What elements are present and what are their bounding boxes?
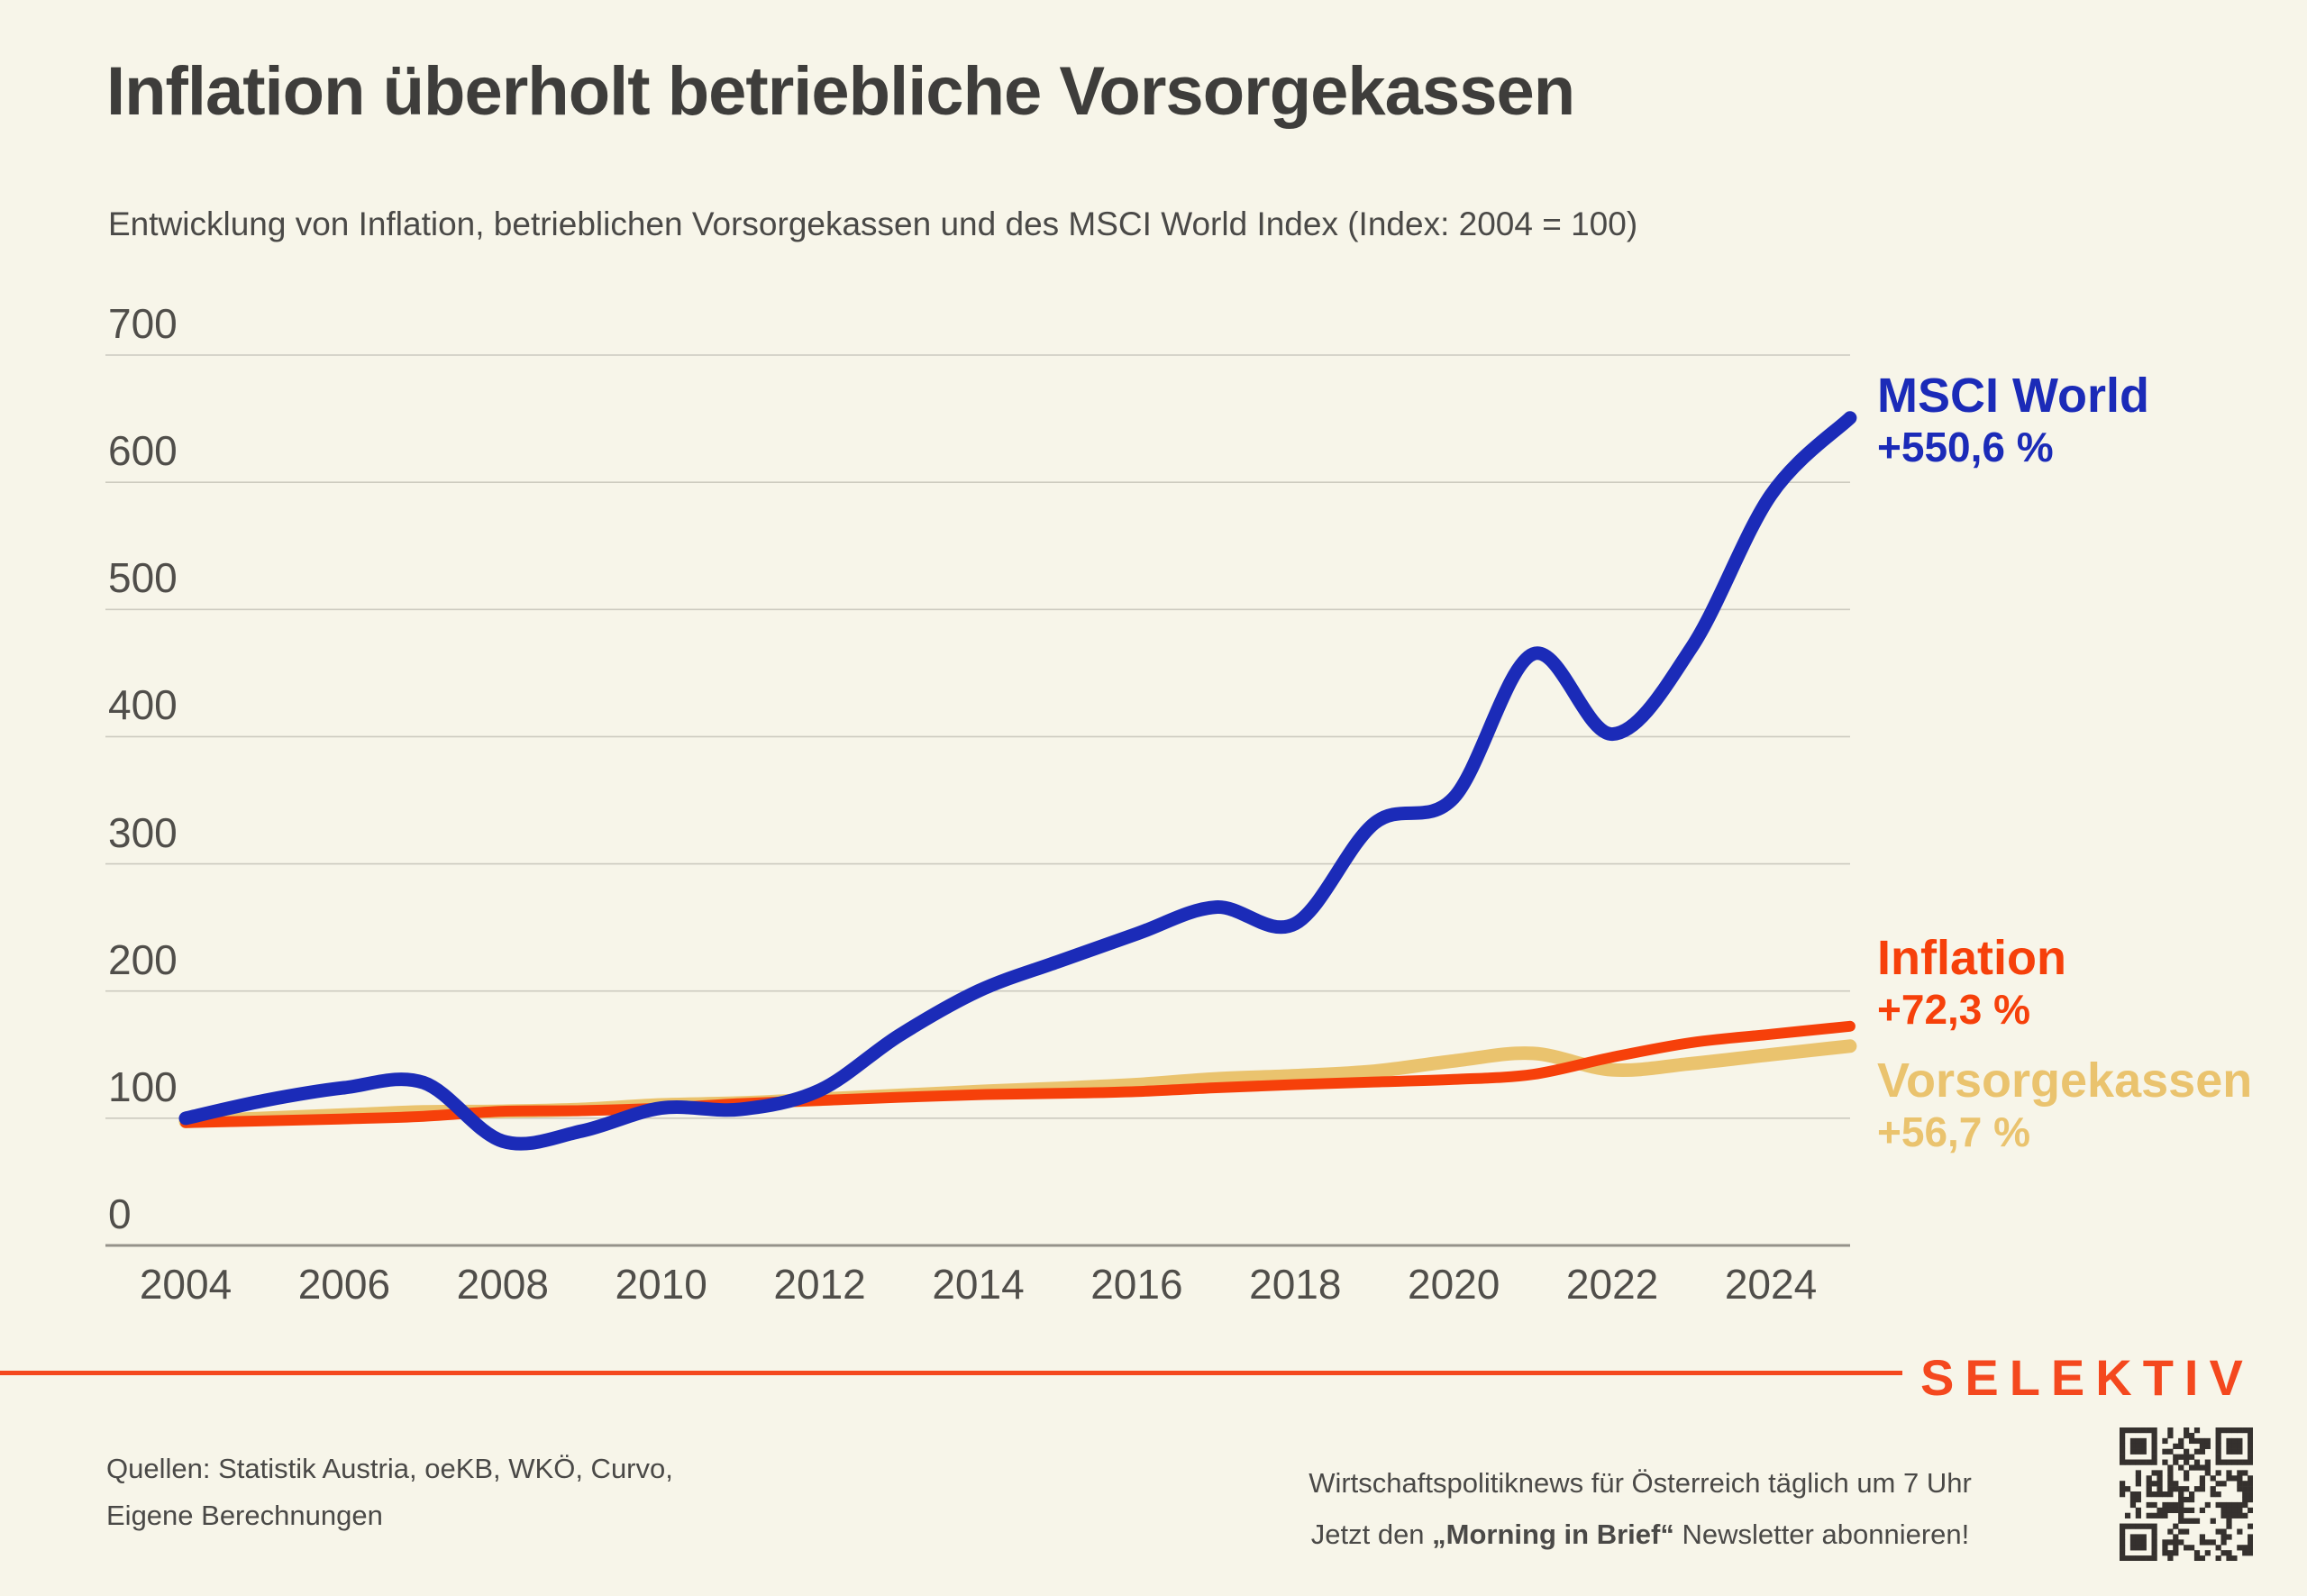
x-tick-label: 2018: [1249, 1261, 1342, 1308]
y-tick-label: 400: [108, 681, 178, 729]
y-tick-label: 500: [108, 554, 178, 602]
series-delta: +550,6 %: [1877, 424, 2054, 470]
newsletter-callout: Wirtschaftspolitiknews für Österreich tä…: [1199, 1457, 2082, 1560]
newsletter-line-2: Jetzt den „Morning in Brief“ Newsletter …: [1310, 1518, 1970, 1550]
y-tick-label: 0: [108, 1190, 132, 1237]
footer-divider-line: [0, 1371, 1902, 1375]
x-tick-label: 2012: [773, 1261, 866, 1308]
series-delta: +56,7 %: [1877, 1108, 2031, 1155]
x-tick-label: 2006: [297, 1261, 391, 1308]
y-tick-label: 100: [108, 1062, 178, 1110]
newsletter-line-1: Wirtschaftspolitiknews für Österreich tä…: [1309, 1467, 1972, 1499]
selektiv-logo: SELEKTIV: [1920, 1349, 2254, 1406]
y-tick-label: 200: [108, 935, 178, 983]
qr-code: [2120, 1427, 2253, 1561]
x-tick-label: 2022: [1565, 1261, 1659, 1308]
series-delta: +72,3 %: [1877, 986, 2031, 1033]
series-label-vorsorgekassen: Vorsorgekassen +56,7 %: [1877, 1053, 2252, 1155]
sources-note: Quellen: Statistik Austria, oeKB, WKÖ, C…: [106, 1446, 673, 1539]
x-tick-label: 2010: [615, 1261, 707, 1308]
x-tick-label: 2008: [456, 1261, 549, 1308]
y-tick-label: 600: [108, 427, 178, 475]
x-tick-label: 2016: [1090, 1261, 1183, 1308]
x-tick-label: 2020: [1408, 1261, 1500, 1308]
x-tick-label: 2024: [1724, 1261, 1818, 1308]
x-tick-label: 2004: [139, 1261, 233, 1308]
series-label-msci-world: MSCI World +550,6 %: [1877, 368, 2149, 470]
series-name: MSCI World: [1877, 369, 2149, 423]
series-name: Inflation: [1877, 931, 2066, 985]
sources-line-2: Eigene Berechnungen: [106, 1500, 383, 1531]
sources-line-1: Quellen: Statistik Austria, oeKB, WKÖ, C…: [106, 1453, 673, 1484]
x-tick-label: 2014: [932, 1261, 1025, 1308]
series-name: Vorsorgekassen: [1877, 1053, 2253, 1108]
series-label-inflation: Inflation +72,3 %: [1877, 930, 2066, 1033]
y-tick-label: 700: [108, 299, 178, 347]
chart-subtitle: Entwicklung von Inflation, betrieblichen…: [108, 205, 1638, 242]
y-tick-label: 300: [108, 808, 178, 856]
series-line-msci-world: [178, 411, 1857, 1151]
page-title: Inflation überholt betriebliche Vorsorge…: [106, 53, 1575, 130]
